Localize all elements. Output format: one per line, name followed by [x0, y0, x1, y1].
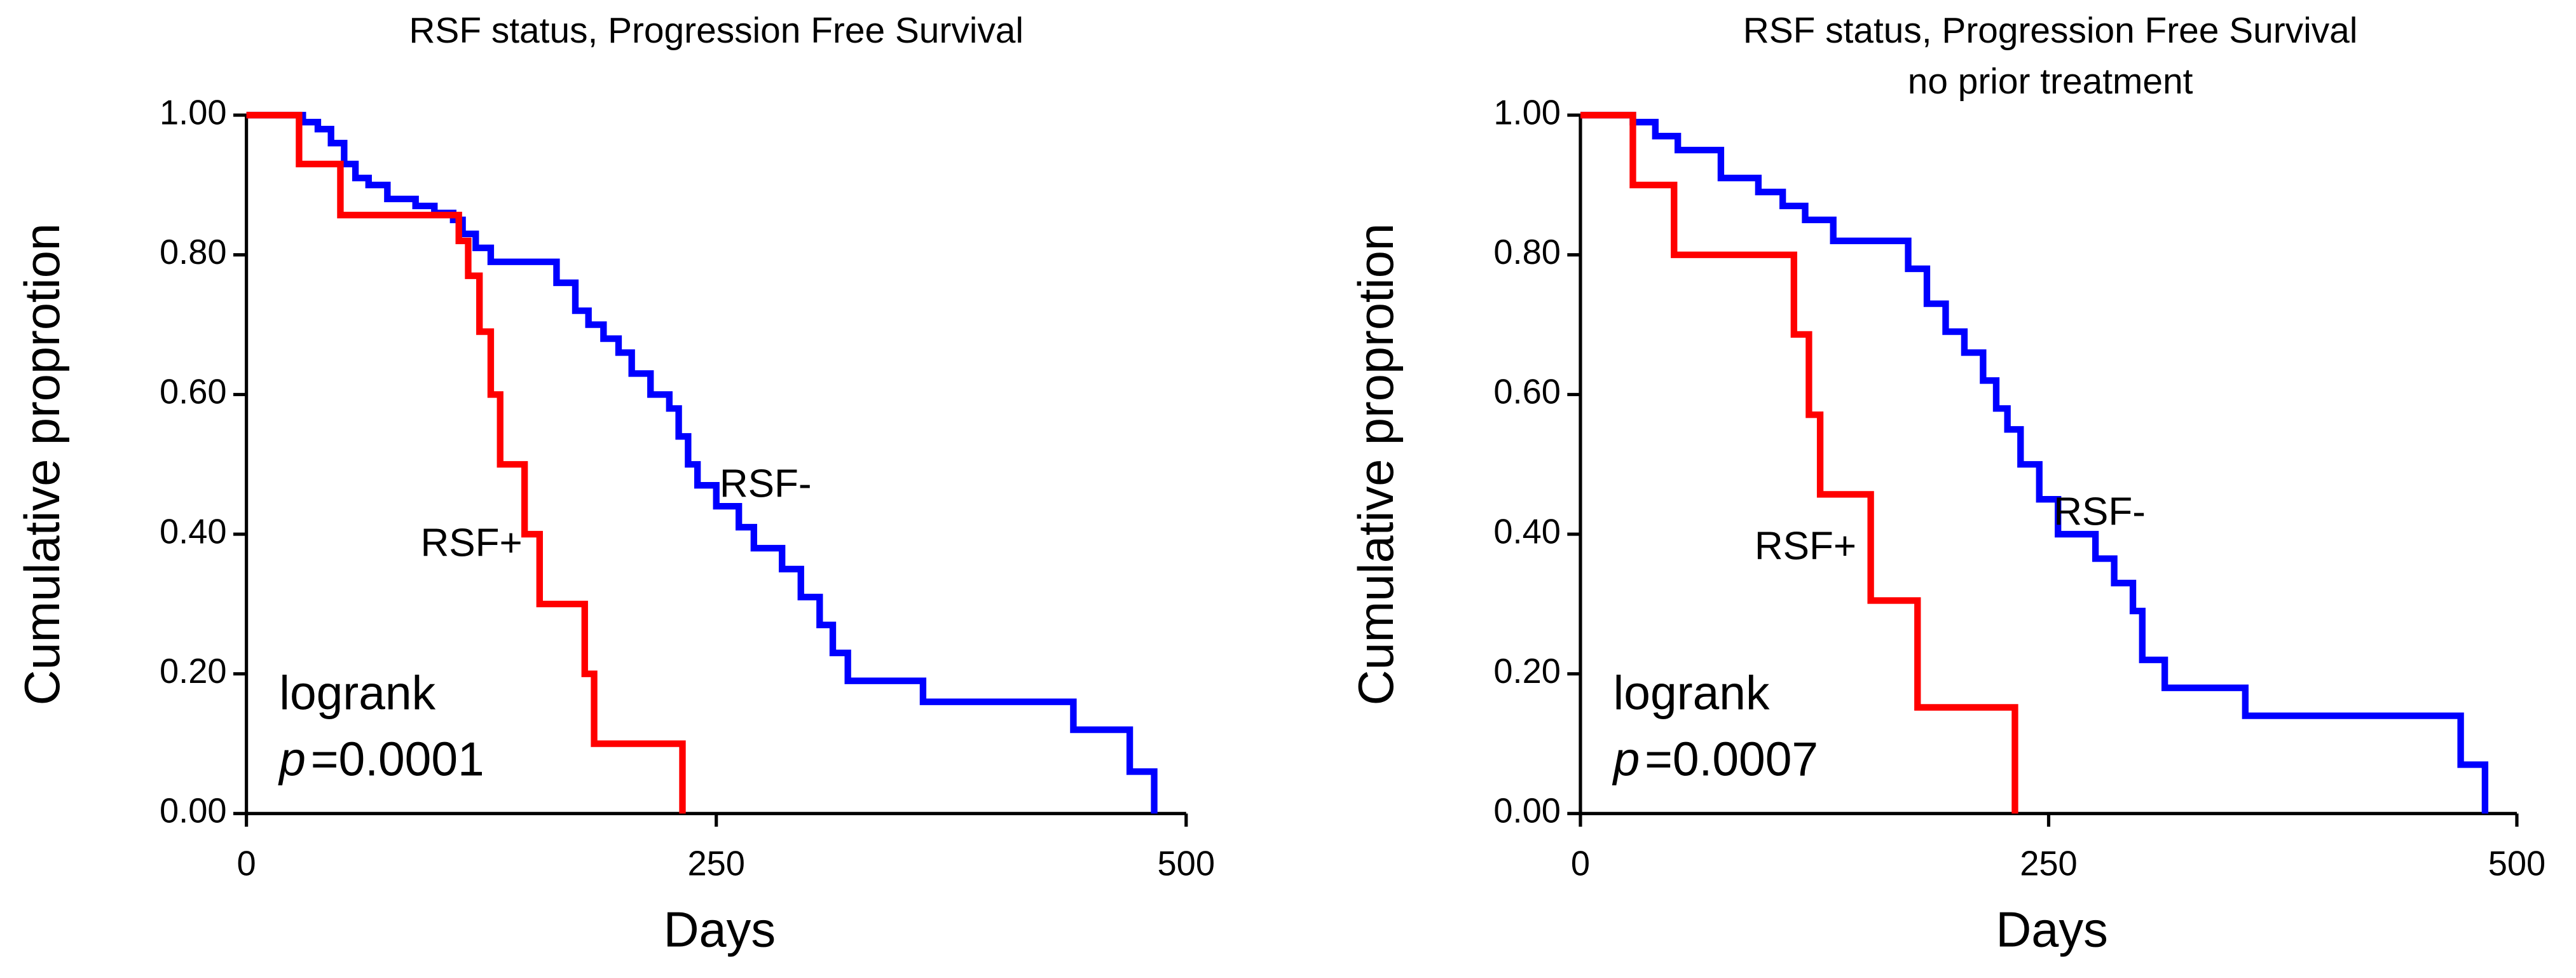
y-tick-label: 0.40 — [160, 513, 227, 551]
series-label: RSF- — [2053, 490, 2146, 534]
y-tick-label: 0.00 — [160, 792, 227, 830]
x-tick-label: 250 — [2020, 844, 2078, 883]
p-number: =0.0001 — [311, 732, 484, 785]
y-tick-label: 0.40 — [1493, 513, 1561, 551]
x-axis-label: Days — [1996, 903, 2108, 958]
x-tick-label: 0 — [237, 844, 256, 883]
y-tick-label: 0.20 — [1493, 652, 1561, 691]
y-axis-label: Cumulative proprotion — [1349, 223, 1404, 705]
survival-curve — [1580, 111, 2489, 814]
y-tick-label: 0.80 — [160, 233, 227, 272]
survival-curve — [246, 111, 686, 814]
survival-curve — [1580, 111, 2018, 814]
y-tick-label: 0.80 — [1493, 233, 1561, 272]
survival-curve — [246, 111, 1158, 814]
x-tick-label: 0 — [1571, 844, 1590, 883]
p-symbol: p — [278, 732, 306, 785]
p-value: p =0.0007 — [1612, 732, 1818, 785]
x-tick-label: 250 — [687, 844, 745, 883]
x-tick-label: 500 — [1158, 844, 1216, 883]
chart-subtitle: no prior treatment — [1908, 62, 2193, 102]
series-label: RSF+ — [1755, 525, 1856, 568]
y-tick-label: 1.00 — [160, 93, 227, 132]
y-axis-label: Cumulative proprotion — [15, 223, 70, 705]
test-label: logrank — [1613, 666, 1770, 720]
p-value: p =0.0001 — [278, 732, 484, 785]
y-tick-label: 0.20 — [160, 652, 227, 691]
y-tick-label: 0.00 — [1493, 792, 1561, 830]
y-tick-label: 1.00 — [1493, 93, 1561, 132]
x-tick-label: 500 — [2488, 844, 2546, 883]
p-number: =0.0007 — [1645, 732, 1818, 785]
series-label: RSF+ — [421, 521, 523, 565]
chart-panel: RSF status, Progression Free Survival no … — [1349, 11, 2545, 958]
y-tick-label: 0.60 — [160, 373, 227, 411]
chart-panel: RSF status, Progression Free Survival 0.0… — [15, 11, 1215, 958]
chart-title: RSF status, Progression Free Survival — [409, 11, 1024, 51]
y-tick-label: 0.60 — [1493, 373, 1561, 411]
series-label: RSF- — [720, 462, 812, 506]
test-label: logrank — [279, 666, 435, 720]
x-axis-label: Days — [664, 903, 776, 958]
p-symbol: p — [1612, 732, 1640, 785]
chart-title: RSF status, Progression Free Survival — [1743, 11, 2358, 51]
